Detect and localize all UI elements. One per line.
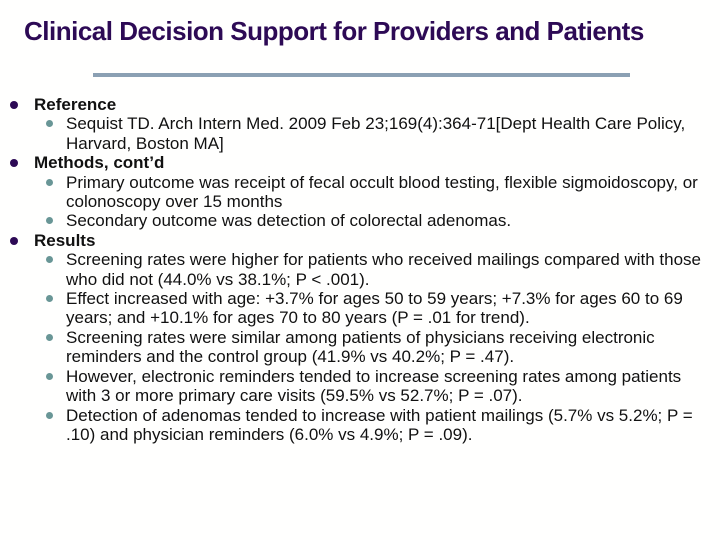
bullet-dot-icon	[46, 333, 53, 341]
bullet-text: Secondary outcome was detection of color…	[66, 211, 512, 231]
bullet-marker-cell	[10, 153, 34, 168]
bullet-dot-icon	[10, 159, 18, 168]
bullet-item: Reference	[0, 95, 712, 114]
bullet-item: Secondary outcome was detection of color…	[0, 211, 712, 230]
title-divider	[93, 73, 630, 77]
bullet-text: Primary outcome was receipt of fecal occ…	[66, 172, 698, 212]
page-title: Clinical Decision Support for Providers …	[24, 16, 644, 46]
bullet-text: Screening rates were similar among patie…	[66, 327, 655, 367]
bullet-marker-cell	[10, 231, 34, 245]
bullet-text: However, electronic reminders tended to …	[66, 366, 682, 406]
bullet-text: Effect increased with age: +3.7% for age…	[66, 289, 683, 328]
bullet-item: Screening rates were similar among patie…	[0, 328, 712, 367]
bullet-dot-icon	[10, 236, 18, 245]
bullet-marker-cell	[10, 95, 34, 109]
bullet-dot-icon	[46, 256, 53, 264]
bullet-text: Reference	[34, 95, 117, 114]
bullet-dot-icon	[46, 178, 53, 186]
bullet-marker-cell	[46, 250, 66, 264]
bullet-dot-icon	[46, 411, 53, 419]
bullet-item: Effect increased with age: +3.7% for age…	[0, 289, 712, 328]
bullet-item: Screening rates were higher for patients…	[0, 250, 712, 289]
bullet-item: Primary outcome was receipt of fecal occ…	[0, 173, 712, 212]
bullet-text: Methods, cont’d	[34, 153, 165, 173]
bullet-item: Results	[0, 231, 712, 250]
bullet-dot-icon	[46, 372, 53, 380]
bullet-dot-icon	[10, 101, 18, 109]
bullet-item: However, electronic reminders tended to …	[0, 367, 712, 406]
bullet-marker-cell	[46, 173, 66, 186]
bullet-dot-icon	[46, 295, 53, 303]
bullet-marker-cell	[46, 211, 66, 225]
bullet-marker-cell	[46, 328, 66, 341]
bullet-text: Detection of adenomas tended to increase…	[66, 405, 693, 444]
bullet-item: Detection of adenomas tended to increase…	[0, 406, 712, 445]
bullet-list: Reference Sequist TD. Arch Intern Med. 2…	[0, 95, 712, 444]
bullet-item: Sequist TD. Arch Intern Med. 2009 Feb 23…	[0, 114, 712, 153]
bullet-text: Screening rates were higher for patients…	[66, 250, 701, 289]
bullet-text: Sequist TD. Arch Intern Med. 2009 Feb 23…	[66, 114, 686, 153]
bullet-item: Methods, cont’d	[0, 153, 712, 172]
bullet-marker-cell	[46, 367, 66, 380]
bullet-dot-icon	[46, 217, 53, 225]
bullet-marker-cell	[46, 114, 66, 128]
bullet-dot-icon	[46, 120, 53, 128]
bullet-marker-cell	[46, 289, 66, 303]
bullet-text: Results	[34, 230, 96, 250]
bullet-marker-cell	[46, 406, 66, 419]
